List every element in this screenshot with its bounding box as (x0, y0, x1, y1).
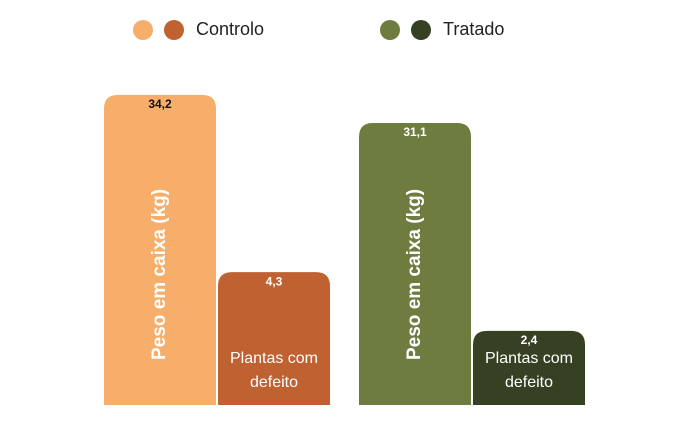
bar (104, 94, 216, 406)
value-label: 31,1 (403, 125, 427, 139)
legend-label: Controlo (196, 19, 264, 39)
legend-label: Tratado (443, 19, 504, 39)
series-label-box: Plantas com defeito (229, 350, 319, 391)
series-label: Plantas com defeito (484, 350, 574, 391)
bar (218, 272, 330, 405)
bar (473, 330, 585, 405)
legend-swatch (380, 20, 400, 40)
legend-swatch (164, 20, 184, 40)
series-label: Peso em caixa (kg) (149, 189, 170, 360)
legend-swatch (133, 20, 153, 40)
series-label: Plantas com defeito (229, 350, 319, 391)
bar (359, 123, 471, 405)
series-label: Peso em caixa (kg) (404, 189, 425, 360)
value-label: 34,2 (148, 97, 172, 111)
value-label: 2,4 (521, 333, 538, 347)
series-label-box: Plantas com defeito (484, 350, 574, 391)
legend-swatch (411, 20, 431, 40)
value-label: 4,3 (266, 274, 283, 288)
